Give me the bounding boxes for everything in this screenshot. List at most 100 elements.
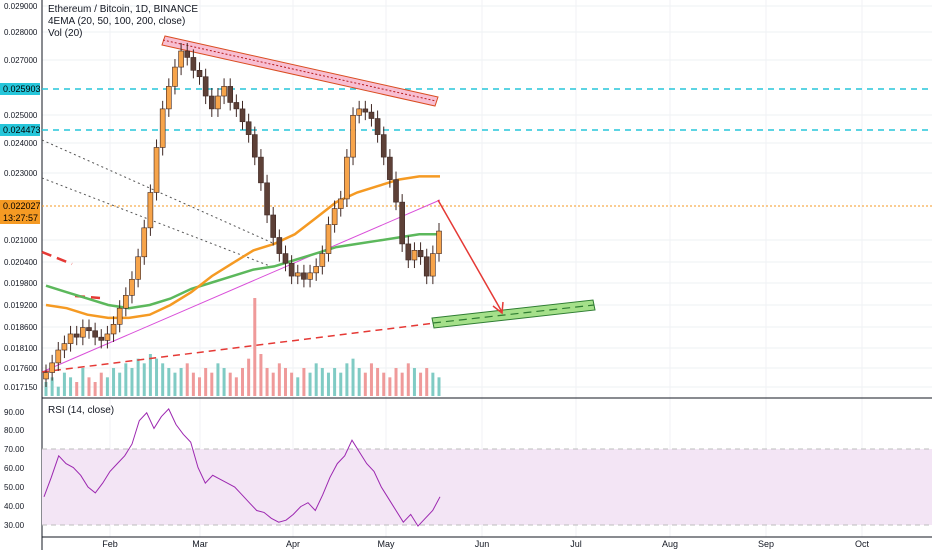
target-zone-midline — [432, 304, 595, 324]
candle-body — [313, 266, 319, 274]
candle-body — [411, 250, 418, 261]
volume-bar — [283, 368, 287, 396]
candle-body — [159, 108, 166, 148]
price-axis-tick: 0.023000 — [4, 169, 38, 178]
candle-body — [239, 108, 246, 123]
ema-legend: 4EMA (20, 50, 100, 200, close) — [48, 16, 186, 27]
volume-bar — [259, 354, 263, 396]
volume-bar — [357, 368, 361, 396]
candle-body — [141, 227, 148, 258]
chart-title: Ethereum / Bitcoin, 1D, BINANCE — [48, 4, 199, 15]
candle-body — [288, 262, 295, 277]
candle-body — [196, 70, 203, 78]
price-axis-tick: 0.021000 — [4, 236, 38, 245]
candle-body — [325, 224, 332, 254]
candle-body — [221, 86, 227, 97]
volume-bar — [234, 377, 238, 396]
candle-body — [417, 250, 424, 258]
ema-50-line — [45, 175, 440, 320]
time-axis-tick: Oct — [855, 539, 870, 549]
price-tag-lower-level: 0.024473 — [0, 124, 41, 136]
volume-bar — [142, 363, 146, 396]
volume-bar — [124, 363, 128, 396]
volume-bar — [62, 372, 66, 396]
volume-bar — [400, 372, 404, 396]
candle-body — [319, 253, 326, 267]
dashed-red-segment — [41, 250, 73, 266]
volume-bar — [118, 372, 122, 396]
candle-body — [258, 156, 264, 184]
volume-bar — [210, 372, 214, 396]
volume-bar — [130, 368, 134, 396]
volume-bar — [87, 377, 91, 396]
candle-body — [80, 327, 86, 338]
candle-body — [362, 108, 369, 113]
price-tag-last: 0.022027 — [0, 200, 41, 212]
candle-body — [166, 86, 172, 110]
time-axis-tick: Apr — [286, 539, 300, 549]
volume-bar — [271, 372, 275, 396]
candle-body — [98, 336, 105, 341]
volume-bar — [112, 368, 116, 396]
rsi-axis-tick: 90.00 — [4, 408, 25, 417]
volume-bar — [412, 368, 416, 396]
volume-bar — [326, 372, 330, 396]
volume-bar — [351, 358, 355, 396]
rsi-axis-tick: 70.00 — [4, 445, 25, 454]
time-axis-tick: Feb — [102, 539, 118, 549]
candle-body — [356, 108, 362, 116]
price-axis-tick: 0.024000 — [4, 139, 38, 148]
rsi-axis-tick: 30.00 — [4, 521, 25, 530]
price-axis-tick: 0.019200 — [4, 301, 38, 310]
volume-bar — [75, 382, 79, 396]
price-axis-tick: 0.029000 — [4, 2, 38, 11]
volume-bar — [265, 368, 269, 396]
candle-body — [276, 237, 283, 254]
volume-bar — [406, 363, 410, 396]
candle-body — [202, 76, 209, 97]
volume-bar — [333, 368, 337, 396]
volume-bar — [290, 372, 294, 396]
volume-bar — [376, 368, 380, 396]
volume-bar — [419, 372, 423, 396]
price-axis-tick: 0.018100 — [4, 344, 38, 353]
rsi-axis-tick: 80.00 — [4, 426, 25, 435]
volume-bar — [277, 363, 281, 396]
countdown-tag: 13:27:57 — [0, 212, 40, 224]
volume-bar — [204, 368, 208, 396]
candle-body — [43, 372, 49, 380]
candle-body — [110, 324, 117, 335]
candle-body — [73, 333, 80, 338]
candle-body — [307, 272, 313, 280]
volume-bar — [185, 363, 189, 396]
volume-bar — [81, 368, 85, 396]
price-axis-tick: 0.020400 — [4, 258, 38, 267]
volume-bar — [388, 377, 392, 396]
candle-body — [184, 50, 191, 58]
volume-bar — [382, 372, 386, 396]
time-axis-tick: Mar — [192, 539, 208, 549]
candle-body — [393, 179, 399, 203]
volume-bar — [228, 372, 232, 396]
candle-body — [129, 278, 135, 296]
candle-body — [172, 66, 178, 87]
candle-body — [49, 362, 55, 373]
price-axis-tick: 0.025000 — [4, 111, 38, 120]
candle-body — [61, 343, 68, 351]
volume-bar — [56, 386, 60, 396]
candle-body — [135, 256, 141, 280]
time-axis-tick: Sep — [758, 539, 774, 549]
candle-body — [380, 134, 387, 158]
volume-bar — [431, 372, 435, 396]
price-axis-tick: 0.027000 — [4, 56, 38, 65]
volume-bar — [44, 382, 48, 396]
candle-body — [337, 198, 344, 209]
volume-bar — [241, 368, 244, 396]
time-axis-tick: Aug — [662, 539, 678, 549]
candle-body — [294, 272, 301, 277]
candle-body — [245, 121, 252, 135]
rsi-axis-tick: 50.00 — [4, 483, 25, 492]
candle-body — [67, 333, 74, 344]
